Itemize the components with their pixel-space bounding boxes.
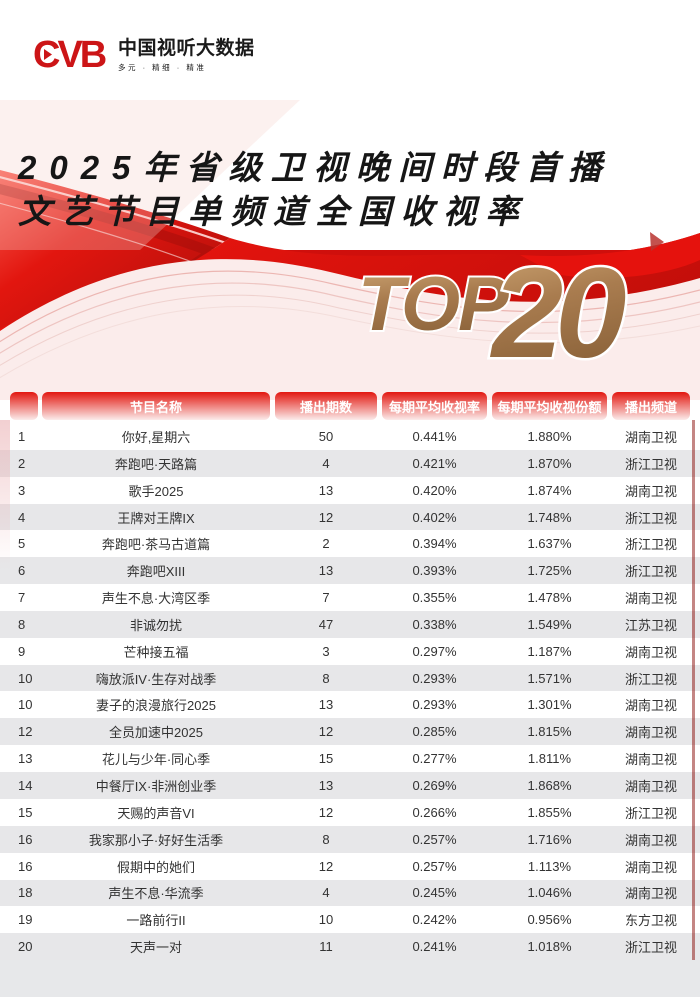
svg-text:20: 20 (490, 242, 625, 385)
svg-text:TOP: TOP (358, 262, 509, 347)
